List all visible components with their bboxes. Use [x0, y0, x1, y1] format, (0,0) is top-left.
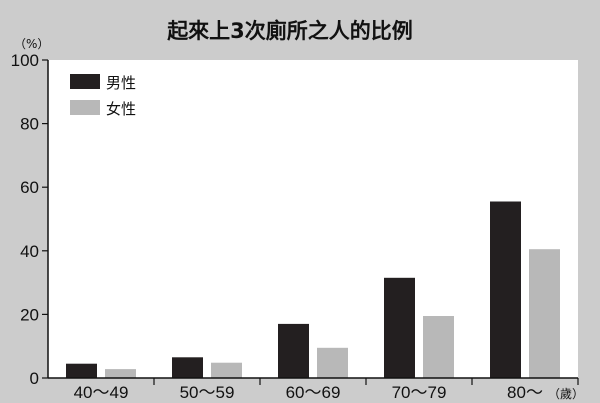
legend-swatch	[70, 74, 100, 89]
bar-female-0	[105, 369, 136, 378]
bar-male-4	[490, 201, 521, 378]
x-axis-unit: （歲）	[548, 387, 584, 401]
legend-label: 男性	[106, 74, 136, 92]
bar-female-3	[423, 316, 454, 378]
y-tick-label: 80	[20, 115, 39, 134]
bar-male-2	[278, 323, 309, 378]
legend-swatch	[70, 100, 100, 115]
bar-male-3	[384, 277, 415, 378]
y-tick-label: 20	[20, 305, 39, 324]
y-tick-label: 40	[20, 242, 39, 261]
chart-title: 起來上3次廁所之人的比例	[166, 19, 413, 43]
bars-layer	[66, 201, 560, 378]
x-tick-label: 50～59	[180, 383, 235, 402]
axes-layer: 40～49 50～59 60～69 70～79 80～ 0 20 40 60 80 100	[11, 51, 579, 402]
x-tick-label: 70～79	[392, 383, 447, 402]
plot-area	[48, 60, 578, 378]
y-axis-unit: （%）	[14, 37, 49, 51]
legend-label: 女性	[106, 100, 136, 118]
y-tick-label: 100	[11, 51, 39, 70]
bar-female-1	[211, 362, 242, 378]
x-tick-label: 60～69	[286, 383, 341, 402]
bar-male-1	[172, 357, 203, 378]
bar-male-0	[66, 363, 97, 378]
y-tick-label: 60	[20, 178, 39, 197]
y-tick-label: 0	[30, 369, 39, 388]
bar-female-2	[317, 347, 348, 378]
bar-female-4	[529, 249, 560, 378]
x-tick-label: 80～	[507, 383, 543, 402]
x-tick-label: 40～49	[74, 383, 129, 402]
